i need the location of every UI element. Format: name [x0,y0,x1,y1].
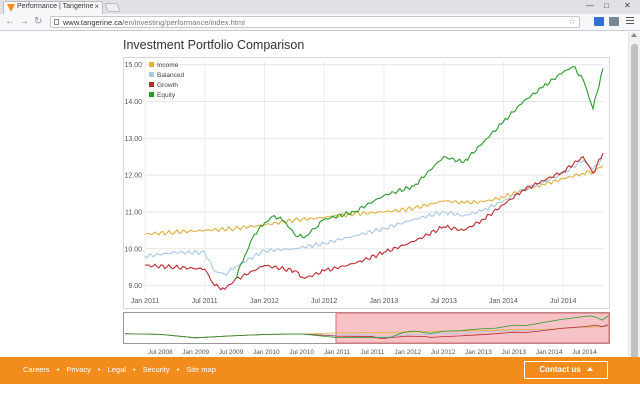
close-tab-icon[interactable]: × [94,2,99,11]
contact-us-button[interactable]: Contact us [524,361,608,379]
navigator-x-tick: Jul 2009 [219,349,244,356]
footer-separator: • [56,365,60,374]
x-tick-label: Jul 2013 [430,298,457,305]
navigator-series [124,315,609,339]
bookmark-star-icon[interactable]: ☆ [567,16,576,26]
series-line-equity [234,65,604,281]
footer-link-privacy[interactable]: Privacy [66,365,91,374]
x-tick-label: Jan 2012 [250,298,279,305]
y-tick-label: 14.00 [124,99,142,106]
legend-swatch [149,72,154,77]
navigator-x-tick: Jan 2012 [394,349,421,356]
y-tick-label: 10.00 [124,246,142,253]
y-tick-label: 9.00 [128,283,142,290]
navigator-line [124,315,609,339]
reload-icon[interactable]: ↻ [34,16,43,27]
footer-link-site-map[interactable]: Site map [186,365,216,374]
x-axis: Jan 2011 Jul 2011 Jan 2012 Jul 2012 Jan 2013… [131,298,577,305]
y-tick-label: 11.00 [125,209,142,216]
y-tick-label: 13.00 [124,136,142,143]
minimize-icon[interactable]: — [586,1,594,10]
x-tick-label: Jul 2012 [311,298,338,305]
close-window-icon[interactable]: ✕ [624,1,631,10]
url-text: www.tangerine.ca/en/investing/performanc… [63,18,245,27]
new-tab-button[interactable] [104,3,121,12]
navigator-x-tick: Jul 2014 [572,349,597,356]
scroll-up-icon[interactable] [631,33,637,37]
menu-icon[interactable] [626,17,634,26]
scrollbar-thumb[interactable] [631,44,638,364]
page-icon [54,19,59,25]
chart-legend: Income Balanced Growth Equity [149,62,184,99]
legend-item: Balanced [157,72,184,79]
navigator-x-tick: Jan 2010 [253,349,280,356]
legend-swatch [149,82,154,87]
site-footer: Careers • Privacy • Legal • Security • Site map … [0,357,640,384]
extension-icon[interactable] [609,17,619,26]
legend-swatch [149,92,154,97]
chart-grid [144,61,603,293]
forward-icon[interactable]: → [19,16,29,27]
navigator-x-tick: Jan 2014 [536,349,563,356]
chart-series [144,65,604,291]
navigator-x-tick: Jul 2008 [148,349,173,356]
page-title: Investment Portfolio Comparison [123,38,305,52]
extension-icon[interactable] [594,17,604,26]
footer-links: Careers • Privacy • Legal • Security • Site map [23,365,216,374]
tab-title: Performance | Tangerine [17,3,94,10]
series-line-balanced [144,158,604,276]
y-axis: 9.00 10.00 11.00 12.00 13.00 14.00 15.00 [124,62,142,290]
browser-tab-bar: Performance | Tangerine × — □ ✕ [0,0,640,14]
x-tick-label: Jan 2013 [370,298,399,305]
footer-separator: • [176,365,180,374]
x-tick-label: Jul 2014 [550,298,577,305]
x-tick-label: Jan 2011 [131,298,159,305]
navigator-x-axis: Jul 2008 Jan 2009 Jul 2009 Jan 2010 Jul 2010… [148,349,597,356]
navigator-x-tick: Jan 2009 [182,349,209,356]
navigator-x-tick: Jul 2012 [431,349,456,356]
legend-swatch [149,62,154,67]
y-tick-label: 12.00 [124,173,142,180]
navigator-x-tick: Jan 2011 [324,349,351,356]
x-tick-label: Jul 2011 [192,298,218,305]
legend-item: Growth [157,82,178,89]
browser-tab[interactable]: Performance | Tangerine × [3,1,103,14]
tangerine-favicon-icon [7,4,15,12]
browser-toolbar: ← → ↻ www.tangerine.ca/en/investing/perf… [0,14,640,31]
legend-item: Income [157,62,179,69]
navigator-x-tick: Jul 2011 [360,349,384,356]
footer-separator: • [132,365,136,374]
navigator-x-tick: Jan 2013 [465,349,492,356]
footer-link-security[interactable]: Security [142,365,170,374]
chevron-up-icon [586,367,593,371]
date-range-navigator[interactable]: Jul 2008 Jan 2009 Jul 2009 Jan 2010 Jul 2010… [123,312,610,358]
back-icon[interactable]: ← [5,16,15,27]
legend-item: Equity [157,92,176,99]
performance-chart[interactable]: 9.00 10.00 11.00 12.00 13.00 14.00 15.00 Jan 2… [123,57,610,309]
navigator-x-tick: Jul 2010 [289,349,314,356]
navigator-x-tick: Jul 2013 [501,349,526,356]
maximize-icon[interactable]: □ [604,1,609,10]
footer-separator: • [97,365,101,374]
page-scrollbar[interactable] [628,32,640,364]
y-tick-label: 15.00 [124,62,142,69]
footer-link-legal[interactable]: Legal [107,365,126,374]
x-tick-label: Jan 2014 [489,298,518,305]
address-bar[interactable]: www.tangerine.ca/en/investing/performanc… [50,16,580,28]
series-line-growth [144,152,604,291]
page-bottom [0,384,640,400]
footer-link-careers[interactable]: Careers [23,365,50,374]
